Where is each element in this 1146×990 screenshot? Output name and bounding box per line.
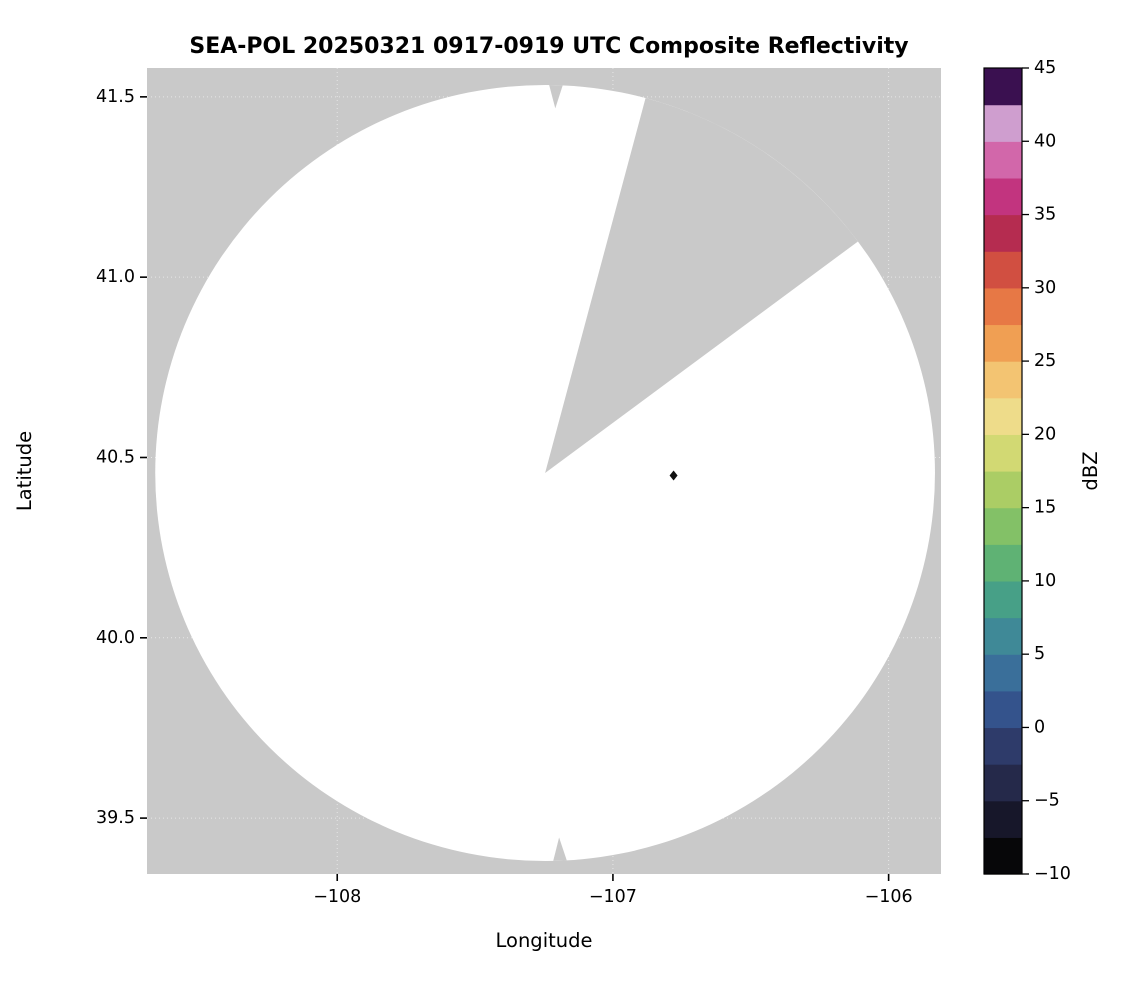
- colorbar-segment: [984, 287, 1022, 326]
- colorbar-segment: [984, 141, 1022, 179]
- y-tick-label: 41.0: [96, 267, 135, 287]
- x-axis-label: Longitude: [496, 929, 593, 952]
- radar-coverage-area: [155, 84, 935, 862]
- x-tick-label: −108: [313, 887, 361, 907]
- missing-data-sector: [545, 98, 858, 473]
- colorbar-segment: [984, 397, 1022, 435]
- colorbar: −10 −5 0 5 10 15 20 25 30 35 40 45: [983, 58, 1071, 884]
- colorbar-segment: [984, 580, 1022, 619]
- colorbar-segment: [984, 654, 1022, 692]
- colorbar-tick-label: 10: [1034, 571, 1056, 591]
- colorbar-outline: [983, 67, 1023, 875]
- scan-seam-notch: [553, 837, 567, 861]
- y-tick-label: 41.5: [96, 87, 135, 107]
- echo-diamond-marker: [669, 470, 678, 481]
- x-tick-label: −107: [589, 887, 637, 907]
- colorbar-tick-label: 5: [1034, 644, 1045, 664]
- echo-markers: [669, 470, 678, 481]
- axis-ticks-and-labels: −108 −107 −106 41.5 41.0 40.5 40.0 39.5: [96, 87, 913, 907]
- colorbar-tick-label: −5: [1034, 791, 1060, 811]
- colorbar-segment: [984, 727, 1022, 765]
- colorbar-tick-label: 35: [1034, 205, 1056, 225]
- scan-seam-notch: [549, 84, 563, 109]
- colorbar-segment: [984, 214, 1022, 252]
- colorbar-segment: [984, 251, 1022, 289]
- colorbar-segment: [984, 434, 1022, 472]
- colorbar-tick-label: 20: [1034, 424, 1056, 444]
- y-axis-label: Latitude: [13, 431, 36, 511]
- colorbar-segment: [984, 68, 1022, 106]
- colorbar-tick-label: 0: [1034, 717, 1045, 737]
- colorbar-segment: [984, 104, 1022, 142]
- y-tick-label: 39.5: [96, 808, 135, 828]
- colorbar-segment: [984, 507, 1022, 545]
- colorbar-tick-label: 30: [1034, 278, 1056, 298]
- colorbar-segment: [984, 177, 1022, 216]
- y-tick-label: 40.0: [96, 628, 135, 648]
- colorbar-segment: [984, 800, 1022, 838]
- colorbar-segment: [984, 544, 1022, 582]
- colorbar-tick-label: 25: [1034, 351, 1056, 371]
- colorbar-segment: [984, 764, 1022, 802]
- colorbar-label: dBZ: [1079, 451, 1102, 490]
- colorbar-segment: [984, 837, 1022, 875]
- chart-title: SEA-POL 20250321 0917-0919 UTC Composite…: [189, 34, 908, 59]
- colorbar-tick-label: 40: [1034, 131, 1056, 151]
- colorbar-tick-label: 15: [1034, 498, 1056, 518]
- colorbar-segment: [984, 471, 1022, 509]
- colorbar-segment: [984, 690, 1022, 729]
- colorbar-tick-label: 45: [1034, 58, 1056, 78]
- colorbar-tick-label: −10: [1034, 864, 1071, 884]
- colorbar-segment: [984, 324, 1022, 362]
- x-tick-label: −106: [865, 887, 913, 907]
- y-tick-label: 40.5: [96, 447, 135, 467]
- colorbar-segment: [984, 617, 1022, 655]
- colorbar-segment: [984, 361, 1022, 399]
